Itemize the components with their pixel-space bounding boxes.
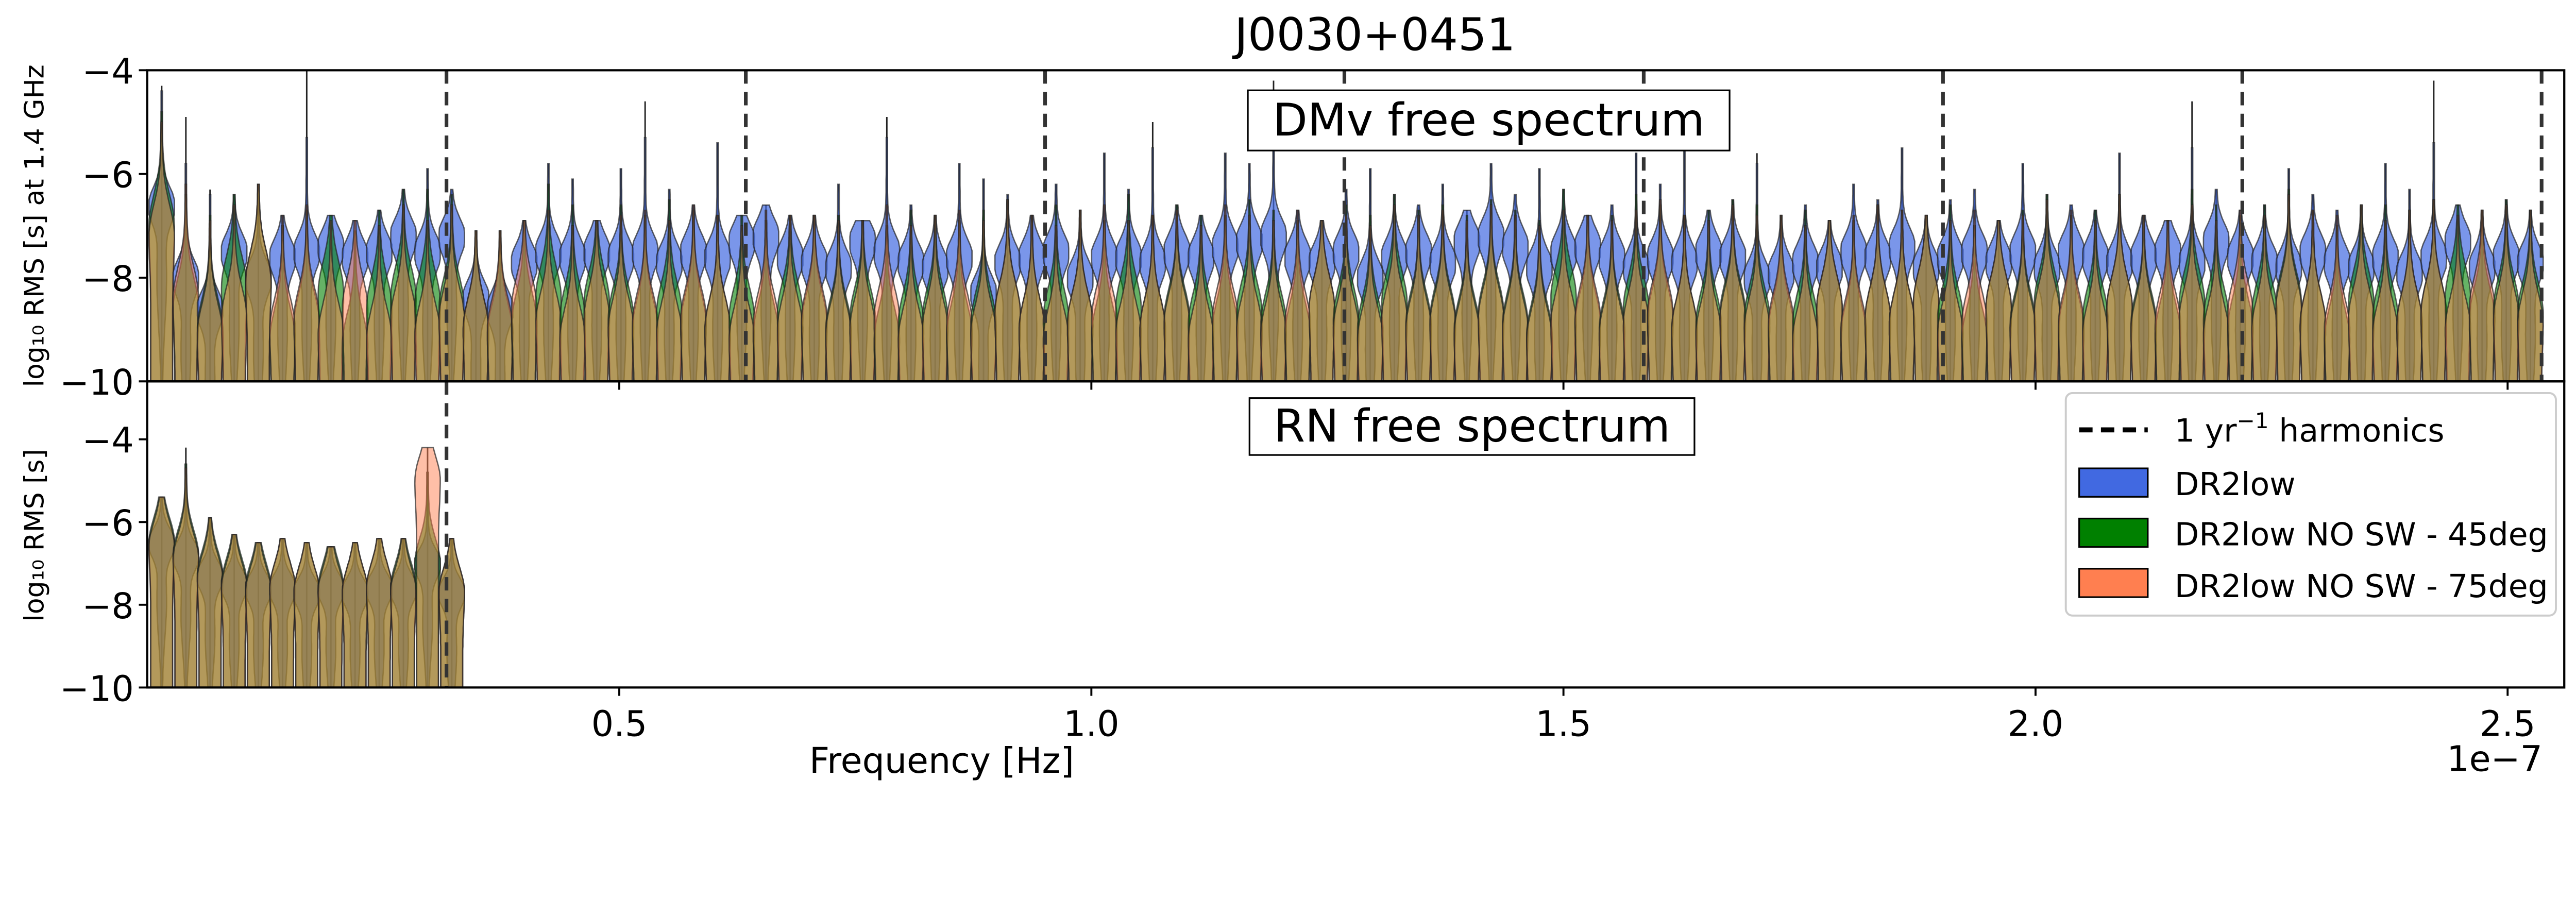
rn-ylabel: log₁₀ RMS [s] bbox=[19, 449, 50, 621]
legend-label-45deg: DR2low NO SW - 45deg bbox=[2175, 516, 2548, 553]
legend-swatch-45deg bbox=[2078, 517, 2149, 548]
violin-75deg bbox=[946, 209, 973, 382]
violin-75deg bbox=[1912, 214, 1940, 382]
chart-title: J0030+0451 bbox=[1232, 8, 1515, 61]
axis-ticks: −4 −6 −8 −10 −4 −6 −8 −10 0.5 1.0 1.5 2.0 2.5 bbox=[60, 52, 2536, 744]
violin-75deg bbox=[438, 538, 465, 688]
violin-75deg bbox=[2493, 204, 2520, 382]
violin-75deg bbox=[2227, 209, 2254, 382]
ytick-label: −8 bbox=[82, 586, 134, 627]
violin-75deg bbox=[1647, 199, 1674, 382]
xtick-label: 2.0 bbox=[2008, 704, 2063, 745]
legend: 1 yr−1 harmonics DR2low DR2low NO SW - 4… bbox=[2064, 392, 2557, 617]
violin-75deg bbox=[342, 541, 369, 688]
violin-75deg bbox=[1091, 204, 1118, 382]
xlabel: Frequency [Hz] bbox=[809, 741, 1074, 781]
violin-75deg bbox=[269, 538, 296, 688]
ytick-label: −8 bbox=[82, 259, 134, 300]
dmv-annotation-text: DMv free spectrum bbox=[1273, 94, 1704, 146]
rn-annotation-text: RN free spectrum bbox=[1274, 400, 1670, 452]
violin-75deg bbox=[994, 199, 1021, 382]
violin-75deg bbox=[221, 534, 248, 688]
violin-75deg bbox=[1671, 214, 1698, 382]
violin-75deg bbox=[2033, 199, 2061, 382]
violin-75deg bbox=[172, 183, 199, 382]
ytick-label: −6 bbox=[82, 156, 134, 196]
rn-annotation: RN free spectrum bbox=[1248, 397, 1696, 456]
rn-panel bbox=[148, 381, 465, 688]
violin-75deg bbox=[1526, 225, 1553, 382]
violin-75deg bbox=[1381, 204, 1408, 382]
violin-75deg bbox=[196, 517, 224, 688]
violin-75deg bbox=[2348, 204, 2375, 382]
violin-75deg bbox=[2468, 209, 2496, 382]
violin-75deg bbox=[414, 447, 441, 688]
violin-75deg bbox=[293, 541, 320, 688]
x-offset-label: 1e−7 bbox=[2447, 739, 2543, 780]
violin-75deg bbox=[1864, 204, 1891, 382]
violin-75deg bbox=[1284, 209, 1311, 382]
violin-75deg bbox=[1816, 219, 1843, 382]
violin-75deg bbox=[1719, 204, 1747, 382]
violin-75deg bbox=[2396, 209, 2423, 382]
ytick-label: −4 bbox=[82, 421, 134, 462]
violin-75deg bbox=[1429, 209, 1456, 382]
ytick-label: −4 bbox=[82, 52, 134, 92]
violin-75deg bbox=[873, 204, 901, 382]
violin-75deg bbox=[317, 546, 345, 688]
legend-label-75deg: DR2low NO SW - 75deg bbox=[2175, 568, 2548, 605]
violin-75deg bbox=[2517, 209, 2544, 382]
ytick-label: −10 bbox=[60, 363, 134, 403]
violin-75deg bbox=[2275, 194, 2302, 382]
violin-75deg bbox=[2106, 194, 2133, 382]
violin-75deg bbox=[486, 230, 514, 382]
violin-75deg bbox=[293, 204, 320, 382]
ytick-label: −10 bbox=[60, 669, 134, 709]
violin-75deg bbox=[680, 204, 707, 382]
legend-swatch-75deg bbox=[2078, 568, 2149, 598]
dmv-annotation: DMv free spectrum bbox=[1247, 89, 1731, 151]
violin-75deg bbox=[390, 538, 417, 688]
dmv-ylabel: log₁₀ RMS [s] at 1.4 GHz bbox=[19, 64, 50, 387]
violin-75deg bbox=[245, 541, 272, 688]
xtick-label: 1.5 bbox=[1535, 704, 1591, 745]
violin-75deg bbox=[2420, 199, 2447, 382]
violin-75deg bbox=[1066, 209, 1094, 382]
violin-75deg bbox=[801, 214, 828, 382]
violin-75deg bbox=[2324, 214, 2351, 382]
xtick-label: 1.0 bbox=[1063, 704, 1119, 745]
violin-75deg bbox=[1768, 214, 1795, 382]
violin-75deg bbox=[245, 183, 272, 382]
violin-75deg bbox=[172, 467, 199, 688]
legend-harmonics-label: 1 yr−1 harmonics bbox=[2175, 408, 2445, 449]
violin-75deg bbox=[148, 496, 175, 688]
violin-75deg bbox=[148, 121, 175, 382]
ytick-label: −6 bbox=[82, 503, 134, 544]
violin-75deg bbox=[462, 230, 489, 382]
violin-75deg bbox=[2178, 204, 2206, 382]
violin-75deg bbox=[366, 538, 393, 688]
rn-panel-frame bbox=[146, 380, 2566, 689]
dmv-panel bbox=[148, 70, 2544, 382]
legend-label-dr2low: DR2low bbox=[2175, 466, 2296, 503]
legend-swatch-dr2low bbox=[2078, 467, 2149, 498]
xtick-label: 2.5 bbox=[2480, 704, 2535, 745]
xtick-label: 0.5 bbox=[591, 704, 647, 745]
figure: J0030+0451 −4 −6 −8 −10 −4 −6 −8 −10 0.5 1.0 1.5 2.… bbox=[19, 8, 2566, 781]
violin-75deg bbox=[221, 204, 248, 382]
violin-75deg bbox=[1139, 214, 1166, 382]
